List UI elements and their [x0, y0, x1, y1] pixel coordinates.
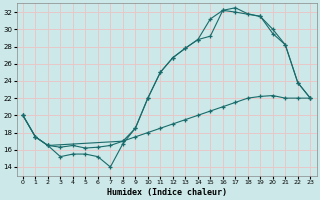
X-axis label: Humidex (Indice chaleur): Humidex (Indice chaleur)	[107, 188, 227, 197]
